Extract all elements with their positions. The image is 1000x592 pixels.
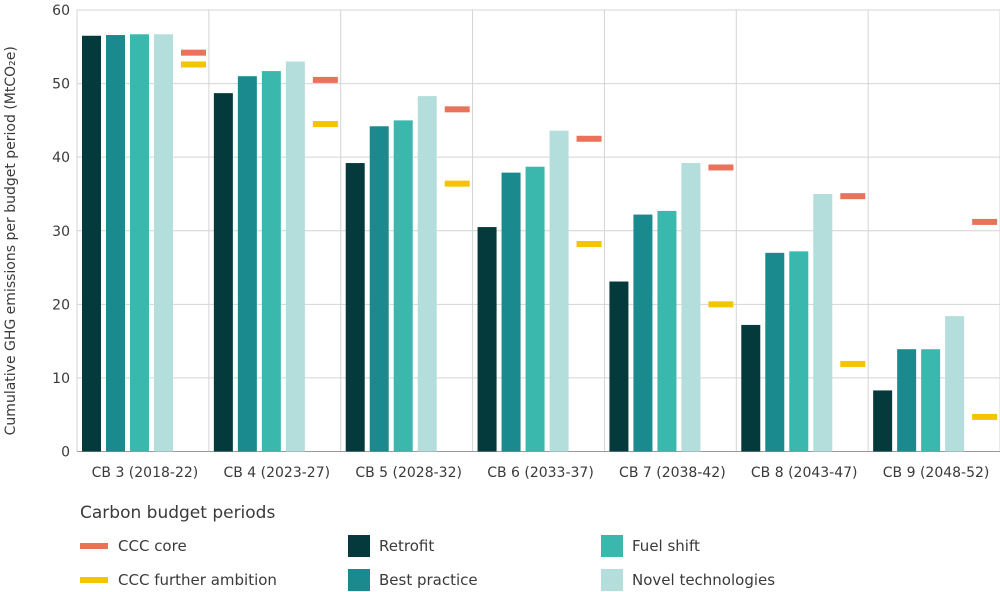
y-tick-label: 60 — [52, 3, 70, 19]
legend-label: Retrofit — [379, 537, 435, 555]
bar-novel-technologies — [945, 316, 965, 452]
y-tick-label: 0 — [61, 445, 70, 461]
y-axis-title: Cumulative GHG emissions per budget peri… — [3, 46, 19, 435]
bar-retrofit — [609, 281, 629, 452]
bar-fuel-shift — [393, 120, 413, 452]
bar-retrofit — [741, 324, 761, 452]
bar-best-practice — [897, 349, 917, 452]
bar-best-practice — [501, 172, 521, 452]
marker-ccc-further-ambition — [840, 360, 866, 367]
bar-fuel-shift — [789, 251, 809, 452]
marker-ccc-core — [840, 193, 866, 200]
x-tick-label: CB 4 (2023-27) — [223, 465, 330, 481]
bar-best-practice — [369, 126, 389, 452]
legend-item-ccc-core: CCC core — [80, 537, 187, 555]
legend-item-best-practice: Best practice — [348, 569, 478, 591]
bar-novel-technologies — [285, 61, 305, 452]
bar-retrofit — [213, 93, 233, 452]
x-tick-label: CB 3 (2018-22) — [92, 465, 199, 481]
legend-label: Best practice — [379, 571, 478, 589]
legend-label: Fuel shift — [632, 537, 700, 555]
legend-item-fuel-shift: Fuel shift — [601, 535, 700, 557]
bar-retrofit — [82, 35, 101, 452]
bar-fuel-shift — [921, 349, 941, 452]
marker-ccc-further-ambition — [708, 301, 734, 308]
bar-novel-technologies — [154, 34, 173, 452]
bar-fuel-shift — [657, 210, 677, 452]
y-tick-label: 40 — [52, 150, 70, 166]
legend-label: CCC core — [118, 537, 187, 555]
marker-ccc-core — [444, 106, 470, 113]
x-tick-label: CB 9 (2048-52) — [883, 465, 990, 481]
bar-best-practice — [765, 252, 785, 452]
y-tick-label: 50 — [52, 77, 70, 93]
legend-swatch-novel-technologies — [601, 569, 623, 591]
marker-ccc-core — [576, 135, 602, 142]
bar-best-practice — [237, 76, 257, 452]
legend-swatch-ccc-core — [80, 543, 108, 549]
y-tick-label: 30 — [52, 224, 70, 240]
bar-fuel-shift — [130, 34, 149, 452]
y-tick-label: 10 — [52, 371, 70, 387]
marker-ccc-further-ambition — [312, 121, 338, 128]
bar-fuel-shift — [261, 71, 281, 452]
marker-ccc-further-ambition — [181, 61, 206, 68]
legend-label: Novel technologies — [632, 571, 776, 589]
bar-retrofit — [345, 163, 365, 452]
x-tick-label: CB 8 (2043-47) — [751, 465, 858, 481]
bar-retrofit — [477, 227, 497, 452]
legend-item-ccc-further-ambition: CCC further ambition — [80, 571, 277, 589]
bar-best-practice — [633, 214, 653, 452]
bar-fuel-shift — [525, 166, 545, 452]
marker-ccc-core — [708, 164, 734, 171]
bar-novel-technologies — [417, 96, 437, 452]
legend-swatch-best-practice — [348, 569, 370, 591]
legend-item-retrofit: Retrofit — [348, 535, 434, 557]
marker-ccc-core — [312, 76, 338, 83]
legend-swatch-ccc-further-ambition — [80, 577, 108, 583]
marker-ccc-further-ambition — [444, 180, 470, 187]
bar-novel-technologies — [813, 193, 833, 452]
bar-chart: 0 10 20 30 40 50 60 CB 3 (2018-22) CB 4 (2023-27… — [3, 3, 1000, 481]
marker-ccc-core — [972, 218, 998, 225]
bar-novel-technologies — [549, 130, 569, 452]
legend-swatch-fuel-shift — [601, 535, 623, 557]
x-axis-title: Carbon budget periods — [80, 503, 276, 523]
legend-label: CCC further ambition — [118, 571, 277, 589]
bar-retrofit — [873, 390, 893, 452]
x-tick-label: CB 7 (2038-42) — [619, 465, 726, 481]
x-tick-label: CB 5 (2028-32) — [355, 465, 462, 481]
bar-best-practice — [106, 35, 125, 452]
x-tick-label: CB 6 (2033-37) — [487, 465, 594, 481]
marker-ccc-further-ambition — [972, 413, 998, 420]
legend-item-novel-technologies: Novel technologies — [601, 569, 775, 591]
bar-novel-technologies — [681, 163, 701, 452]
marker-ccc-further-ambition — [576, 240, 602, 247]
legend-swatch-retrofit — [348, 535, 370, 557]
y-tick-label: 20 — [52, 297, 70, 313]
marker-ccc-core — [181, 49, 206, 56]
